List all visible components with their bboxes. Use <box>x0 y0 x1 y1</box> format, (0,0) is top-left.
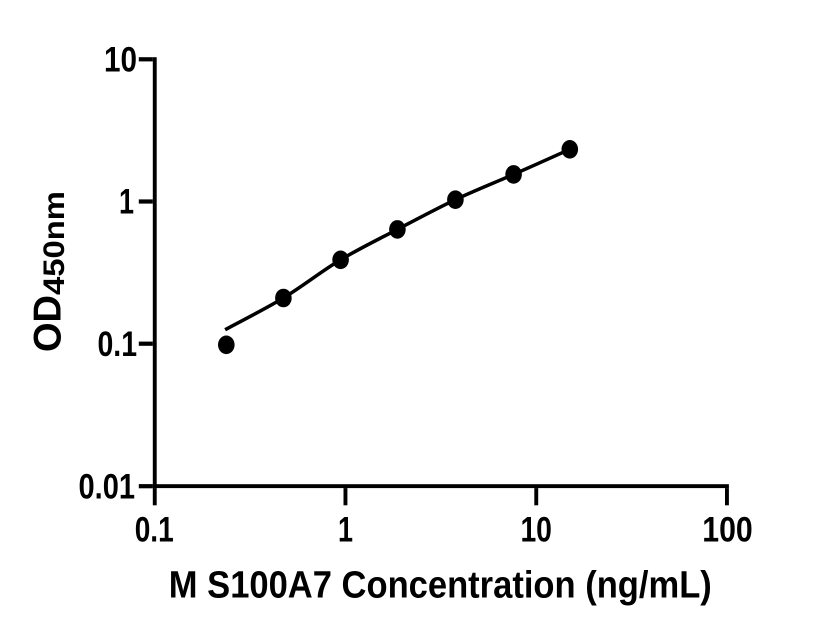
svg-text:100: 100 <box>702 511 753 550</box>
svg-text:1: 1 <box>338 511 353 550</box>
svg-text:0.1: 0.1 <box>98 325 138 364</box>
svg-text:10: 10 <box>520 511 552 550</box>
svg-text:1: 1 <box>119 183 134 222</box>
svg-text:OD450nm: OD450nm <box>26 191 71 352</box>
svg-text:M S100A7 Concentration (ng/mL): M S100A7 Concentration (ng/mL) <box>169 565 712 607</box>
svg-text:0.01: 0.01 <box>79 467 136 506</box>
svg-text:0.1: 0.1 <box>135 511 174 550</box>
svg-text:10: 10 <box>104 41 137 80</box>
